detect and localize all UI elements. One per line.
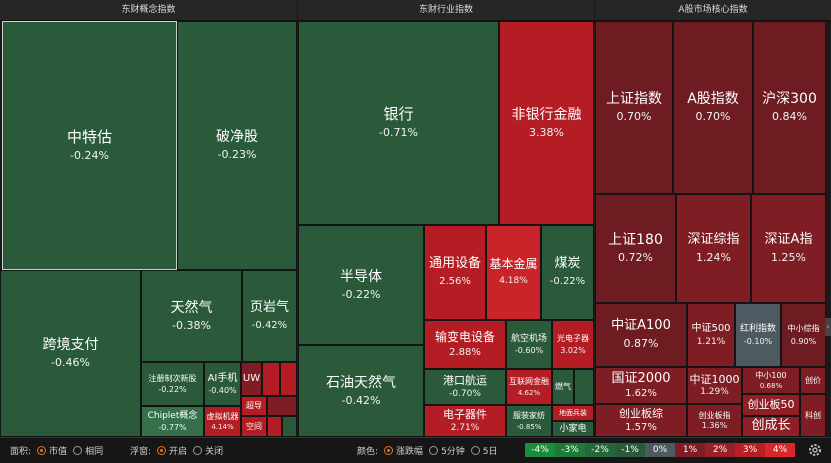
tile-ranqi[interactable]: 燃气 [552, 369, 574, 405]
tile-dimian[interactable]: 地面兵装 [552, 405, 594, 421]
color-legend: -4% -3% -2% -1% 0% 1% 2% 3% 4% [525, 443, 795, 457]
tile-gangkou[interactable]: 港口航运 -0.70% [424, 369, 506, 405]
area-option-market-cap[interactable]: 市值 [49, 447, 68, 457]
tile-small-1[interactable] [262, 362, 280, 396]
color-option-5min[interactable]: 5分钟 [441, 447, 465, 457]
panel-title: 东财概念指数 [0, 0, 297, 21]
tile-chuangchengzhang[interactable]: 创成长 [742, 416, 800, 437]
radio-icon[interactable] [37, 446, 47, 455]
float-option-on[interactable]: 开启 [169, 447, 188, 457]
tile-zhongteguo[interactable]: 中特估 -0.24% [2, 21, 177, 270]
tile-chaodao[interactable]: 超导 [241, 396, 267, 416]
radio-icon[interactable] [384, 446, 394, 455]
tile-shenzhengzongzhi[interactable]: 深证综指 1.24% [676, 194, 751, 303]
tile-hushen300[interactable]: 沪深300 0.84% [753, 21, 826, 194]
area-control: 面积: 市值 相同 [10, 438, 103, 463]
tile-shenzhenga[interactable]: 深证A指 1.25% [751, 194, 826, 303]
tile-uw[interactable]: UW [241, 362, 262, 396]
tile-small-2[interactable] [280, 362, 297, 396]
legend-swatch: -3% [555, 443, 585, 457]
color-label: 颜色: [357, 447, 379, 457]
tile-chuangyebanzong[interactable]: 创业板综 1.57% [595, 404, 687, 437]
tile-kuajingzhifu[interactable]: 跨境支付 -0.46% [0, 270, 141, 437]
tile-shubiandian[interactable]: 输变电设备 2.88% [424, 320, 506, 369]
radio-icon[interactable] [193, 446, 203, 455]
tile-chuangyebanzhi[interactable]: 创业板指 1.36% [687, 404, 742, 437]
core-index-panel: A股市场核心指数 上证指数 0.70% A股指数 0.70% 沪深300 0.8… [595, 0, 831, 437]
legend-swatch: 0% [645, 443, 675, 457]
tile-aishouji[interactable]: AI手机 -0.40% [204, 362, 241, 406]
radio-icon[interactable] [470, 446, 480, 455]
tile-small-3[interactable] [267, 396, 297, 416]
float-control: 浮窗: 开启 关闭 [130, 438, 223, 463]
tile-kongjian[interactable]: 空间 [241, 416, 267, 437]
tile-meitan[interactable]: 煤炭 -0.22% [541, 225, 594, 320]
legend-swatch: 2% [705, 443, 735, 457]
industry-index-panel: 东财行业指数 银行 -0.71% 非银行金融 3.38% 半导体 -0.22% … [298, 0, 594, 437]
area-label: 面积: [10, 447, 32, 457]
tile-shiyou[interactable]: 石油天然气 -0.42% [298, 345, 424, 437]
tile-guangdianzi[interactable]: 光电子器 3.02% [552, 320, 594, 369]
tile-yinhang[interactable]: 银行 -0.71% [298, 21, 499, 225]
gear-icon[interactable] [807, 442, 823, 458]
tile-shangzheng[interactable]: 上证指数 0.70% [595, 21, 673, 194]
panel-title: 东财行业指数 [298, 0, 594, 21]
tile-yeyanqi[interactable]: 页岩气 -0.42% [242, 270, 297, 362]
legend-swatch: 3% [735, 443, 765, 457]
tile-xiaojiadian[interactable]: 小家电 [552, 421, 594, 437]
tile-zhongzhenga100[interactable]: 中证A100 0.87% [595, 303, 687, 367]
tile-chuangyeban50[interactable]: 创业板50 [742, 394, 800, 416]
legend-swatch: -2% [585, 443, 615, 457]
chevron-right-icon[interactable]: › [825, 318, 831, 336]
tile-zhongxiao100[interactable]: 中小100 0.68% [742, 367, 800, 394]
tile-chuangjia[interactable]: 创价 [800, 367, 826, 394]
tile-pojinggu[interactable]: 破净股 -0.23% [177, 21, 297, 270]
tile-hongli[interactable]: 红利指数 -0.10% [735, 303, 781, 367]
tile-feiyinhang[interactable]: 非银行金融 3.38% [499, 21, 594, 225]
radio-icon[interactable] [73, 446, 83, 455]
footer-toolbar: 面积: 市值 相同 浮窗: 开启 关闭 颜色: 涨跌幅 5分钟 5日 -4% -… [0, 437, 831, 463]
tile-agu[interactable]: A股指数 0.70% [673, 21, 753, 194]
tile-hangkong[interactable]: 航空机场 -0.60% [506, 320, 552, 369]
tile-zhongxiaozongzhi[interactable]: 中小综指 0.90% [781, 303, 826, 367]
tile-kechuang[interactable]: 科创 [800, 394, 826, 437]
tile-jibenjinshu[interactable]: 基本金属 4.18% [486, 225, 541, 320]
tile-tianranqi[interactable]: 天然气 -0.38% [141, 270, 242, 362]
legend-swatch: -4% [525, 443, 555, 457]
radio-icon[interactable] [157, 446, 167, 455]
tile-small-5[interactable] [282, 416, 297, 437]
legend-swatch: 1% [675, 443, 705, 457]
tile-small-6[interactable] [574, 369, 594, 405]
tile-hulianwang[interactable]: 互联网金融 4.62% [506, 369, 552, 405]
tile-fuzhuang[interactable]: 服装家纺 -0.85% [506, 405, 552, 437]
tile-tongyong[interactable]: 通用设备 2.56% [424, 225, 486, 320]
tile-shangzheng180[interactable]: 上证180 0.72% [595, 194, 676, 303]
tile-xuniji[interactable]: 虚拟机器 4.14% [204, 406, 241, 437]
tile-dianziqijian[interactable]: 电子器件 2.71% [424, 405, 506, 437]
radio-icon[interactable] [429, 446, 439, 455]
tile-guozheng2000[interactable]: 国证2000 1.62% [595, 367, 687, 404]
tile-zhongzheng500[interactable]: 中证500 1.21% [687, 303, 735, 367]
tile-zhuce[interactable]: 注册制次新股 -0.22% [141, 362, 204, 406]
float-label: 浮窗: [130, 447, 152, 457]
tile-small-4[interactable] [267, 416, 282, 437]
color-option-change[interactable]: 涨跌幅 [396, 447, 424, 457]
color-control: 颜色: 涨跌幅 5分钟 5日 [357, 438, 498, 463]
tile-bandaoti[interactable]: 半导体 -0.22% [298, 225, 424, 345]
color-option-5day[interactable]: 5日 [482, 447, 498, 457]
area-option-same[interactable]: 相同 [85, 447, 104, 457]
tile-chiplet[interactable]: Chiplet概念 -0.77% [141, 406, 204, 437]
tile-zhongzheng1000[interactable]: 中证1000 1.29% [687, 367, 742, 404]
legend-swatch: 4% [765, 443, 795, 457]
legend-swatch: -1% [615, 443, 645, 457]
panel-title: A股市场核心指数 [595, 0, 831, 21]
float-option-off[interactable]: 关闭 [205, 447, 224, 457]
concept-index-panel: 东财概念指数 中特估 -0.24% 破净股 -0.23% 跨境支付 -0.46%… [0, 0, 297, 437]
